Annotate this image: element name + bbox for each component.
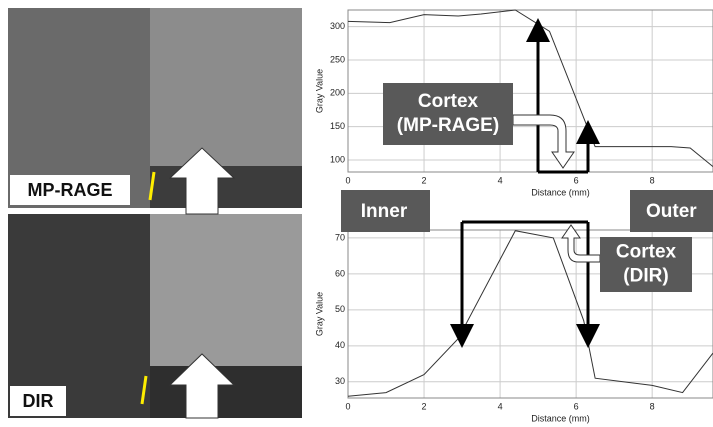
x-tick-label: 0 xyxy=(345,175,350,185)
y-tick-label: 30 xyxy=(335,376,345,386)
region-label: Outer xyxy=(646,201,697,222)
y-tick-label: 250 xyxy=(330,54,345,64)
y-tick-label: 100 xyxy=(330,154,345,164)
annotation-text: Cortex xyxy=(418,91,479,112)
y-tick-label: 300 xyxy=(330,21,345,31)
x-tick-label: 2 xyxy=(422,175,427,185)
annotation-boxes: Inner Outer Cortex (MP-RAGE) Cortex (DIR) xyxy=(341,83,713,292)
y-tick-label: 70 xyxy=(335,232,345,242)
arrows xyxy=(462,30,588,336)
x-tick-label: 6 xyxy=(574,401,579,411)
x-axis-label: Distance (mm) xyxy=(531,187,590,197)
region-label: Inner xyxy=(361,201,408,222)
figure: MP-RAGE DIR 02468100150200250300Distance… xyxy=(0,0,713,427)
image-label: MP-RAGE xyxy=(28,180,113,200)
curved-arrow xyxy=(562,225,600,262)
dir-strip xyxy=(150,366,302,418)
mprage-zoom xyxy=(150,8,302,166)
annotation-text: Cortex xyxy=(616,242,677,263)
y-tick-label: 50 xyxy=(335,304,345,314)
annotation-text: (DIR) xyxy=(623,266,668,287)
y-tick-label: 60 xyxy=(335,268,345,278)
x-tick-label: 2 xyxy=(422,401,427,411)
y-tick-label: 200 xyxy=(330,88,345,98)
x-tick-label: 4 xyxy=(498,401,503,411)
annotation-text: (MP-RAGE) xyxy=(397,115,499,136)
y-axis-label: Gray Value xyxy=(314,292,324,336)
y-axis-label: Gray Value xyxy=(314,69,324,113)
x-tick-label: 4 xyxy=(498,175,503,185)
y-tick-label: 150 xyxy=(330,121,345,131)
x-axis-label: Distance (mm) xyxy=(531,413,590,423)
mri-images: MP-RAGE DIR xyxy=(8,8,302,418)
x-tick-label: 8 xyxy=(650,401,655,411)
image-label: DIR xyxy=(23,391,54,411)
x-tick-label: 8 xyxy=(650,175,655,185)
x-tick-label: 6 xyxy=(574,175,579,185)
x-tick-label: 0 xyxy=(345,401,350,411)
y-tick-label: 40 xyxy=(335,340,345,350)
dir-zoom xyxy=(150,214,302,366)
